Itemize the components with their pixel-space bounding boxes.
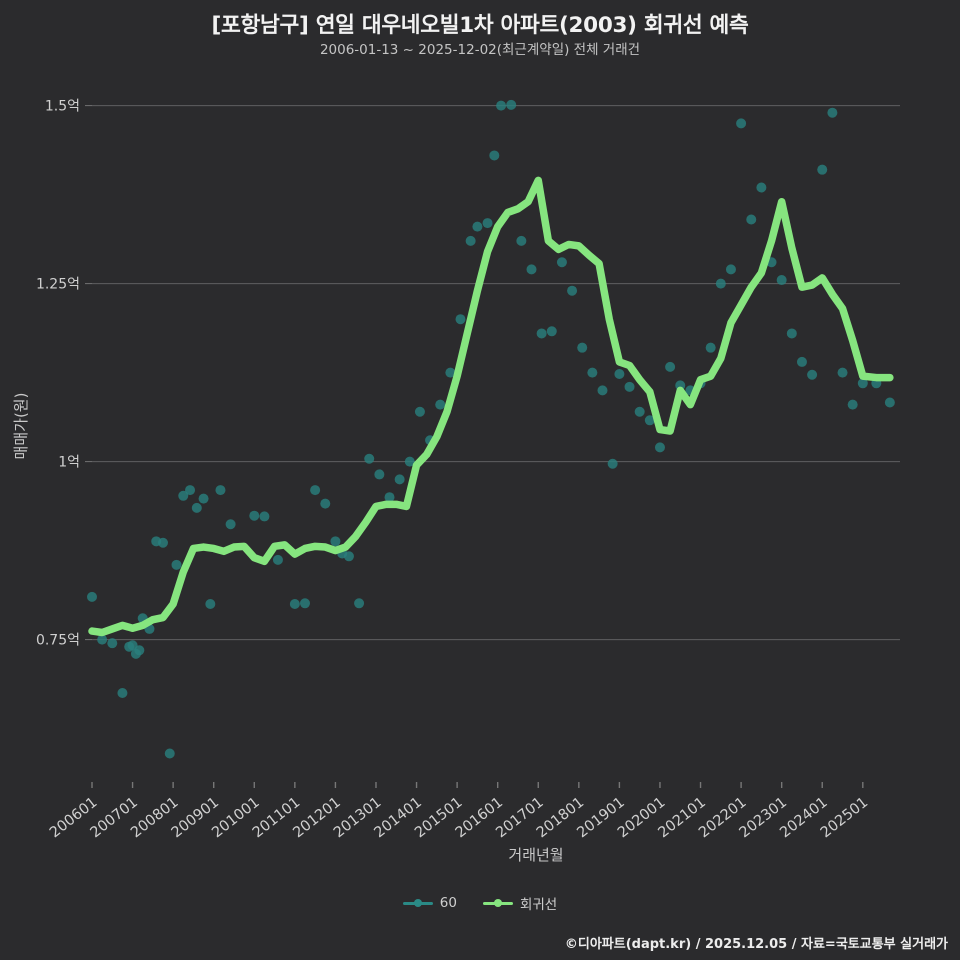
footer-credit: ©디아파트(dapt.kr) / 2025.12.05 / 자료=국토교통부 실…	[564, 937, 948, 952]
scatter-point	[374, 469, 385, 480]
scatter-point	[857, 378, 868, 389]
y-tick-label: 1억	[58, 455, 80, 471]
scatter-point	[746, 214, 757, 225]
scatter-point	[185, 485, 196, 496]
scatter-point	[715, 278, 726, 289]
scatter-point	[482, 218, 493, 229]
scatter-point	[414, 406, 425, 417]
scatter-point	[171, 559, 182, 570]
scatter-point	[97, 634, 108, 645]
y-axis-label: 매매가(원)	[12, 393, 30, 460]
scatter-point	[455, 314, 466, 325]
scatter-point	[736, 118, 747, 129]
y-axis-tick-labels: 0.75억 1억 1.25억 1.5억	[36, 99, 80, 649]
scatter-point	[634, 406, 645, 417]
scatter-point	[225, 519, 236, 530]
scatter-point	[164, 748, 175, 759]
scatter-point	[536, 328, 547, 339]
scatter-point	[215, 485, 226, 496]
legend-label-1: 회귀선	[519, 897, 558, 913]
y-tick-label: 0.75억	[36, 633, 80, 649]
scatter-point	[597, 385, 608, 396]
legend-item-1[interactable]: 회귀선	[482, 893, 558, 913]
chart-subtitle: 2006-01-13 ~ 2025-12-02(최근계약일) 전체 거래건	[319, 42, 641, 58]
scatter-point	[644, 415, 655, 426]
scatter-point	[117, 688, 128, 698]
scatter-point	[607, 458, 618, 469]
scatter-point	[158, 537, 168, 548]
scatter-point	[384, 492, 395, 503]
scatter-point	[556, 257, 567, 268]
legend-swatch-icon-0	[402, 896, 433, 910]
scatter-point	[546, 326, 557, 337]
scatter-point	[435, 399, 446, 410]
scatter-point	[289, 599, 300, 609]
scatter-point	[725, 264, 736, 275]
scatter-point	[198, 493, 209, 504]
scatter-point	[320, 498, 331, 509]
scatter-point	[310, 485, 321, 496]
scatter-point	[496, 100, 507, 111]
x-axis-tick-marks	[91, 782, 864, 788]
scatter-point	[827, 107, 838, 118]
scatter-point	[614, 369, 625, 380]
scatter-point	[445, 367, 456, 378]
scatter-point	[786, 328, 797, 339]
legend-swatch-icon-1	[482, 896, 513, 910]
scatter-point	[178, 490, 189, 501]
scatter-point	[259, 511, 270, 522]
scatter-point	[796, 356, 807, 367]
chart-legend: 60 회귀선	[0, 893, 960, 913]
scatter-point	[330, 536, 341, 547]
scatter-point	[776, 275, 787, 286]
scatter-point	[489, 150, 500, 161]
scatter-point	[654, 442, 665, 453]
scatter-point	[884, 397, 895, 408]
scatter-point	[364, 453, 375, 464]
scatter-point	[807, 369, 818, 380]
y-tick-label: 1.5억	[45, 99, 80, 115]
scatter-point	[299, 598, 310, 609]
scatter-point	[191, 502, 202, 513]
scatter-point	[624, 381, 635, 392]
legend-label-0: 60	[439, 895, 457, 911]
scatter-point	[567, 285, 578, 296]
scatter-point	[506, 99, 517, 110]
scatter-point	[817, 164, 828, 175]
x-axis-label: 거래년월	[508, 846, 563, 864]
page-title: [포항남구] 연일 대우네오빌1차 아파트(2003) 회귀선 예측	[211, 13, 749, 38]
scatter-point	[516, 235, 527, 246]
scatter-point	[472, 221, 483, 232]
scatter-point	[343, 551, 354, 562]
scatter-point	[107, 638, 118, 649]
scatter-point	[847, 399, 858, 410]
scatter-point	[354, 598, 365, 609]
legend-item-0[interactable]: 60	[402, 895, 457, 911]
regression-line-series	[88, 176, 894, 637]
scatter-point	[205, 599, 216, 609]
scatter-point	[465, 235, 476, 246]
scatter-point	[526, 264, 537, 275]
scatter-point	[394, 474, 405, 485]
scatter-point	[404, 456, 415, 467]
scatter-point	[577, 342, 588, 353]
scatter-series-60	[87, 99, 895, 759]
scatter-point	[134, 645, 145, 656]
scatter-point	[837, 367, 848, 378]
gridlines-group	[85, 105, 900, 641]
y-tick-label: 1.25억	[36, 277, 80, 293]
scatter-point	[587, 367, 598, 378]
scatter-point	[705, 342, 716, 353]
x-axis-tick-labels: 2006012007012008012009012010012011012012…	[47, 795, 871, 842]
scatter-point	[249, 510, 260, 521]
scatter-point	[756, 182, 767, 193]
scatter-point	[87, 591, 97, 602]
scatter-point	[272, 554, 283, 565]
scatter-point	[665, 361, 676, 372]
